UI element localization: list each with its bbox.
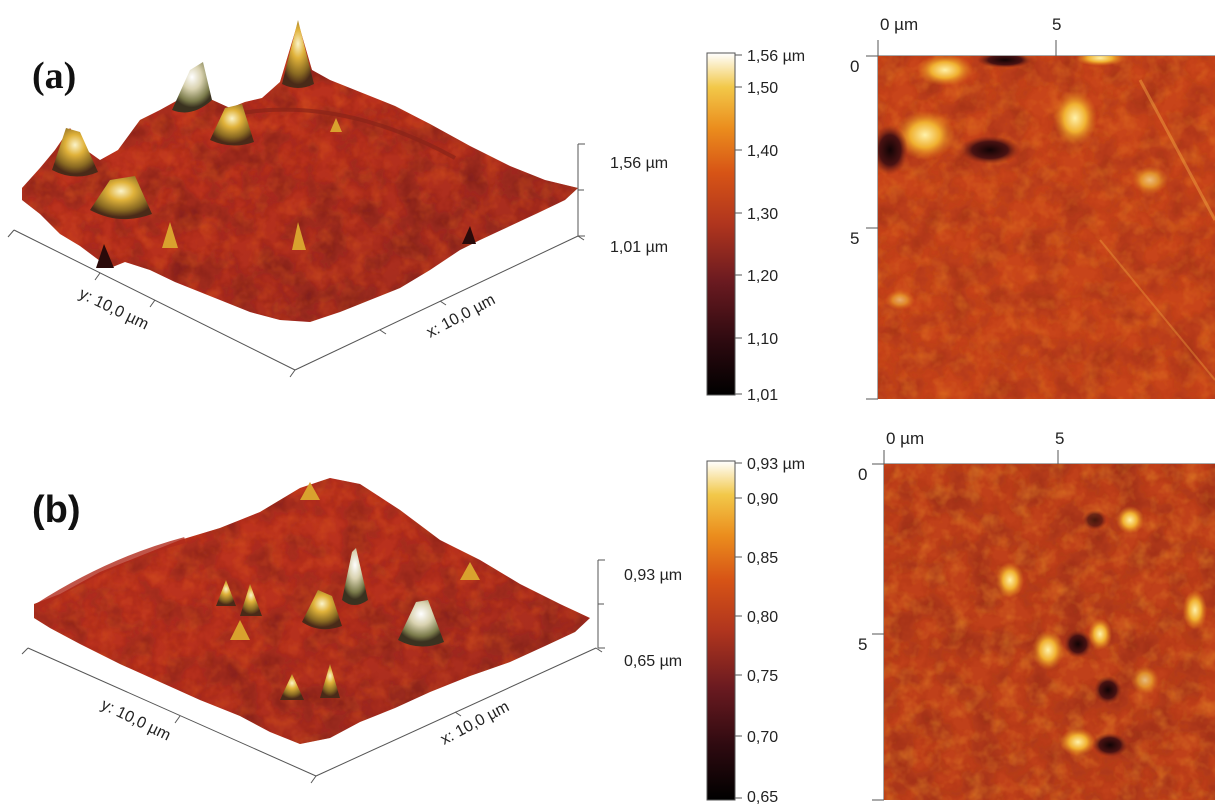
colorbar-a-tick-2: 1,30 (747, 206, 778, 223)
peak-b-5 (216, 580, 236, 606)
panel-a-label: (a) (32, 55, 76, 97)
surface-3d-b (21, 478, 605, 784)
axis-y-b (27, 647, 317, 777)
map-b-top-tick-1: 5 (1055, 429, 1064, 448)
peak-b-8 (230, 620, 250, 640)
colorbar-a-tick-5: 1,01 (747, 387, 778, 404)
surface-3d-a (7, 20, 585, 378)
colorbar-b-tick-5: 0,65 (747, 789, 778, 806)
peak-a-4 (90, 176, 152, 220)
colorbar-a-max: 1,56 µm (747, 48, 805, 65)
peak-b-2 (398, 600, 444, 647)
axis-x-b (315, 647, 597, 777)
peak-b-9 (300, 482, 320, 500)
colorbar-a-tick-4: 1,10 (747, 331, 778, 348)
axis-x-a (294, 235, 579, 371)
colorbar-a: 1,56 µm 1,50 1,40 1,30 1,20 1,10 1,01 (706, 48, 805, 404)
x-axis-label-a: x: 10,0 µm (424, 291, 498, 341)
peak-a-1 (282, 20, 314, 88)
colorbar-b-gradient (706, 460, 736, 801)
z-scale-top-b: 0,93 µm (624, 567, 682, 584)
z-scale-bottom-b: 0,65 µm (624, 653, 682, 670)
peak-b-6 (280, 674, 304, 700)
map-b-top-tick-0: 0 µm (886, 429, 924, 448)
peak-b-4 (240, 584, 262, 616)
height-map-b: 0 µm 5 0 5 (858, 429, 1215, 801)
map-a-top-tick-0: 0 µm (880, 15, 918, 34)
x-axis-label-b: x: 10,0 µm (438, 698, 512, 748)
colorbar-b-tick-0: 0,90 (747, 491, 778, 508)
colorbar-b-max: 0,93 µm (747, 456, 805, 473)
colorbar-a-gradient (706, 52, 736, 396)
height-map-a: 0 µm 5 0 5 (850, 15, 1215, 400)
peak-b-1 (342, 548, 368, 605)
colorbar-b-tick-3: 0,75 (747, 668, 778, 685)
colorbar-b: 0,93 µm 0,90 0,85 0,80 0,75 0,70 0,65 (706, 456, 805, 806)
peak-a-2 (172, 62, 212, 113)
map-b-left-tick-1: 5 (858, 635, 867, 654)
colorbar-a-tick-3: 1,20 (747, 268, 778, 285)
peak-a-9 (330, 118, 342, 132)
panel-b-label: (b) (32, 489, 81, 531)
peak-b-7 (320, 664, 340, 698)
peak-a-8 (292, 222, 306, 250)
y-axis-label-b: y: 10,0 µm (98, 696, 173, 744)
panel-b: (b) (21, 429, 1215, 806)
colorbar-b-tick-4: 0,70 (747, 729, 778, 746)
z-scale-top-a: 1,56 µm (610, 155, 668, 172)
colorbar-b-tick-2: 0,80 (747, 609, 778, 626)
peak-a-6 (96, 244, 114, 268)
map-a-left-tick-0: 0 (850, 57, 859, 76)
colorbar-a-tick-0: 1,50 (747, 80, 778, 97)
colorbar-b-tick-1: 0,85 (747, 550, 778, 567)
z-scale-bottom-a: 1,01 µm (610, 239, 668, 256)
colorbar-a-tick-1: 1,40 (747, 143, 778, 160)
peak-a-10 (462, 226, 476, 244)
peak-b-10 (460, 562, 480, 580)
peak-a-5 (210, 104, 254, 146)
panel-a: (a) (7, 15, 1215, 404)
map-a-top-tick-1: 5 (1052, 15, 1061, 34)
peak-a-7 (162, 222, 178, 248)
peak-a-3 (52, 128, 98, 177)
peak-b-3 (302, 590, 342, 630)
map-a-left-tick-1: 5 (850, 229, 859, 248)
map-b-left-tick-0: 0 (858, 465, 867, 484)
